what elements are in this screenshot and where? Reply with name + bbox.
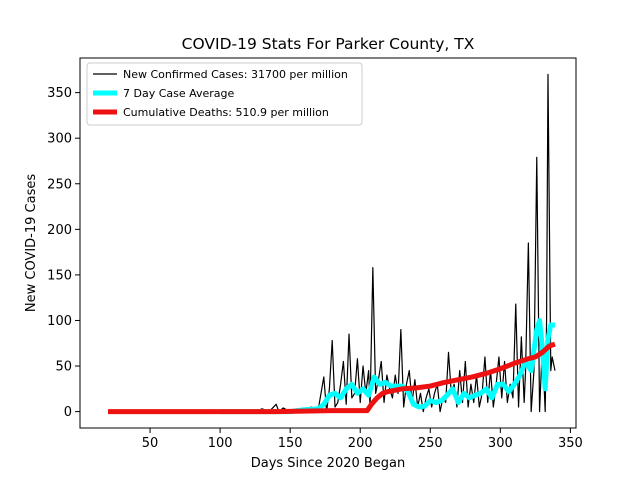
x-tick-label: 200 <box>348 436 373 451</box>
y-tick-label: 50 <box>55 360 72 375</box>
x-tick-label: 150 <box>278 436 303 451</box>
legend-box <box>86 62 363 126</box>
x-tick-label: 250 <box>418 436 443 451</box>
series-line-2 <box>220 317 555 415</box>
plot-frame <box>79 57 577 429</box>
y-axis-label: New COVID-19 Cases <box>24 174 39 312</box>
x-axis-label: Days Since 2020 Began <box>251 456 406 471</box>
y-axis: 0 50 100 150 200 250 300 350 <box>47 86 80 420</box>
series-layer <box>108 73 556 415</box>
x-axis: 50 100 150 200 250 300 350 <box>142 428 583 451</box>
x-tick-label: 100 <box>208 436 233 451</box>
series-line-3 <box>108 341 556 415</box>
y-tick-label: 100 <box>47 314 72 329</box>
y-tick-label: 0 <box>64 405 72 420</box>
legend-label: New Confirmed Cases: 31700 per million <box>123 68 348 81</box>
x-tick-label: 300 <box>488 436 513 451</box>
chart-title: COVID-19 Stats For Parker County, TX <box>182 35 475 53</box>
plot-area: 50 100 150 200 250 300 350 0 50 100 150 200 250 300 3… <box>47 57 583 451</box>
y-tick-label: 300 <box>47 132 72 147</box>
y-tick-label: 350 <box>47 86 72 101</box>
x-tick-label: 50 <box>142 436 159 451</box>
legend: New Confirmed Cases: 31700 per million 7 … <box>86 62 363 126</box>
legend-label: Cumulative Deaths: 510.9 per million <box>123 106 329 119</box>
x-tick-label: 350 <box>558 436 583 451</box>
y-tick-label: 250 <box>47 177 72 192</box>
legend-label: 7 Day Case Average <box>123 87 235 100</box>
y-tick-label: 200 <box>47 223 72 238</box>
y-tick-label: 150 <box>47 268 72 283</box>
